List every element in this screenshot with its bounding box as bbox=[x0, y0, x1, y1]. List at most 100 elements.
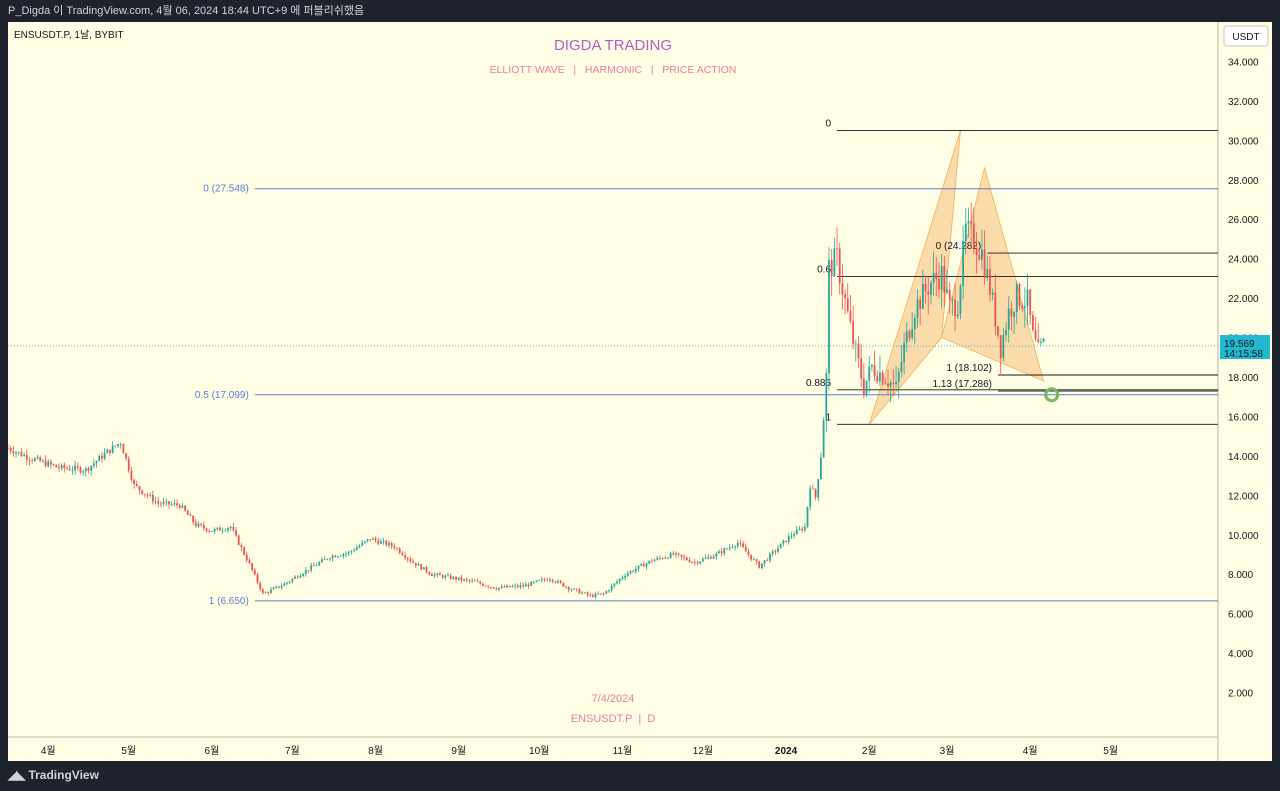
candle-body bbox=[653, 559, 656, 562]
candle-body bbox=[699, 561, 702, 564]
candle-body bbox=[562, 582, 565, 587]
candle-body bbox=[20, 451, 23, 457]
price-tick-label: 10.000 bbox=[1228, 531, 1259, 542]
candle-body bbox=[337, 556, 339, 558]
candle-body bbox=[718, 551, 720, 554]
candle-body bbox=[642, 563, 645, 567]
candle-body bbox=[854, 343, 857, 345]
candle-body bbox=[820, 457, 822, 480]
candle-body bbox=[516, 585, 519, 587]
candle-body bbox=[267, 592, 270, 594]
candle-body bbox=[707, 556, 710, 558]
candle-body bbox=[983, 249, 986, 278]
time-tick-label: 8월 bbox=[368, 745, 383, 757]
candle-body bbox=[793, 534, 795, 536]
chart-title: DIGDA TRADING bbox=[554, 37, 672, 54]
candle-body bbox=[90, 465, 93, 471]
candle-body bbox=[133, 479, 135, 485]
candle-body bbox=[651, 560, 653, 562]
candle-body bbox=[130, 470, 133, 480]
candle-body bbox=[355, 547, 358, 551]
candle-body bbox=[122, 444, 125, 454]
candle-body bbox=[361, 542, 364, 546]
chart-area[interactable]: 0 (27.548) 0.5 (17.099) 1 (6.650) 0 0 (24.28… bbox=[7, 22, 1272, 761]
candle-body bbox=[39, 457, 42, 462]
candle-body bbox=[253, 569, 256, 575]
candle-body bbox=[162, 502, 165, 504]
candle-body bbox=[669, 553, 672, 559]
candle-body bbox=[205, 528, 208, 531]
candle-body bbox=[787, 536, 790, 542]
price-tick-label: 26.000 bbox=[1228, 215, 1259, 226]
candle-body bbox=[830, 259, 833, 277]
candle-body bbox=[1037, 339, 1040, 343]
candle-body bbox=[47, 461, 50, 467]
candle-body bbox=[570, 589, 573, 591]
time-tick-label: 3월 bbox=[940, 745, 955, 757]
candle-body bbox=[583, 592, 586, 594]
candle-body bbox=[511, 586, 514, 588]
candle-body bbox=[602, 593, 605, 595]
candle-body bbox=[964, 223, 967, 241]
candle-body bbox=[476, 581, 479, 583]
candle-body bbox=[672, 553, 675, 555]
candle-body bbox=[248, 560, 251, 564]
candle-body bbox=[393, 546, 396, 549]
candle-body bbox=[9, 448, 12, 452]
candle-body bbox=[656, 557, 659, 560]
fib-right-label: 1 bbox=[825, 412, 831, 423]
candle-body bbox=[688, 560, 691, 563]
candlestick-chart[interactable]: 0 (27.548) 0.5 (17.099) 1 (6.650) 0 0 (24.28… bbox=[7, 22, 1272, 761]
candles bbox=[7, 202, 1045, 600]
candle-body bbox=[1040, 341, 1042, 343]
candle-body bbox=[723, 548, 726, 554]
candle-body bbox=[377, 540, 380, 544]
candle-body bbox=[1026, 289, 1029, 307]
candle-body bbox=[632, 570, 635, 572]
tradingview-logo[interactable]: ◢◣ TradingView bbox=[8, 768, 99, 782]
candle-body bbox=[659, 557, 661, 559]
candle-body bbox=[141, 490, 144, 494]
candle-body bbox=[390, 542, 393, 547]
candle-body bbox=[17, 451, 20, 453]
candle-body bbox=[439, 573, 441, 576]
candle-body bbox=[366, 539, 369, 542]
candle-body bbox=[157, 501, 160, 504]
price-tick-label: 28.000 bbox=[1228, 176, 1259, 187]
candle-body bbox=[66, 468, 68, 469]
candle-body bbox=[414, 562, 417, 566]
candle-body bbox=[852, 321, 855, 345]
candle-body bbox=[15, 452, 17, 454]
candle-body bbox=[291, 578, 294, 582]
candle-body bbox=[125, 453, 127, 459]
candle-body bbox=[508, 585, 511, 588]
candle-body bbox=[661, 558, 664, 559]
candle-body bbox=[428, 571, 431, 575]
candle-body bbox=[280, 585, 283, 588]
candle-body bbox=[849, 310, 852, 322]
candle-body bbox=[989, 269, 991, 295]
candle-body bbox=[385, 540, 388, 546]
candle-body bbox=[224, 530, 227, 532]
candle-body bbox=[417, 564, 420, 566]
candle-body bbox=[645, 563, 648, 567]
prz-target-circle bbox=[1044, 387, 1060, 403]
candle-body bbox=[95, 461, 98, 464]
candle-body bbox=[846, 298, 849, 311]
candle-body bbox=[538, 580, 541, 581]
candle-body bbox=[433, 574, 436, 576]
candle-body bbox=[731, 547, 734, 549]
candle-body bbox=[994, 292, 997, 327]
candle-body bbox=[221, 530, 224, 532]
candle-body bbox=[675, 553, 677, 555]
candle-body bbox=[608, 590, 610, 592]
price-tick-label: 16.000 bbox=[1228, 412, 1259, 423]
candle-body bbox=[567, 586, 570, 590]
candle-body bbox=[742, 543, 745, 548]
bottom-bar bbox=[0, 761, 1280, 791]
candle-body bbox=[897, 371, 900, 383]
candle-body bbox=[860, 358, 863, 379]
candle-body bbox=[873, 365, 876, 377]
candle-body bbox=[170, 504, 173, 505]
candle-body bbox=[597, 593, 600, 595]
